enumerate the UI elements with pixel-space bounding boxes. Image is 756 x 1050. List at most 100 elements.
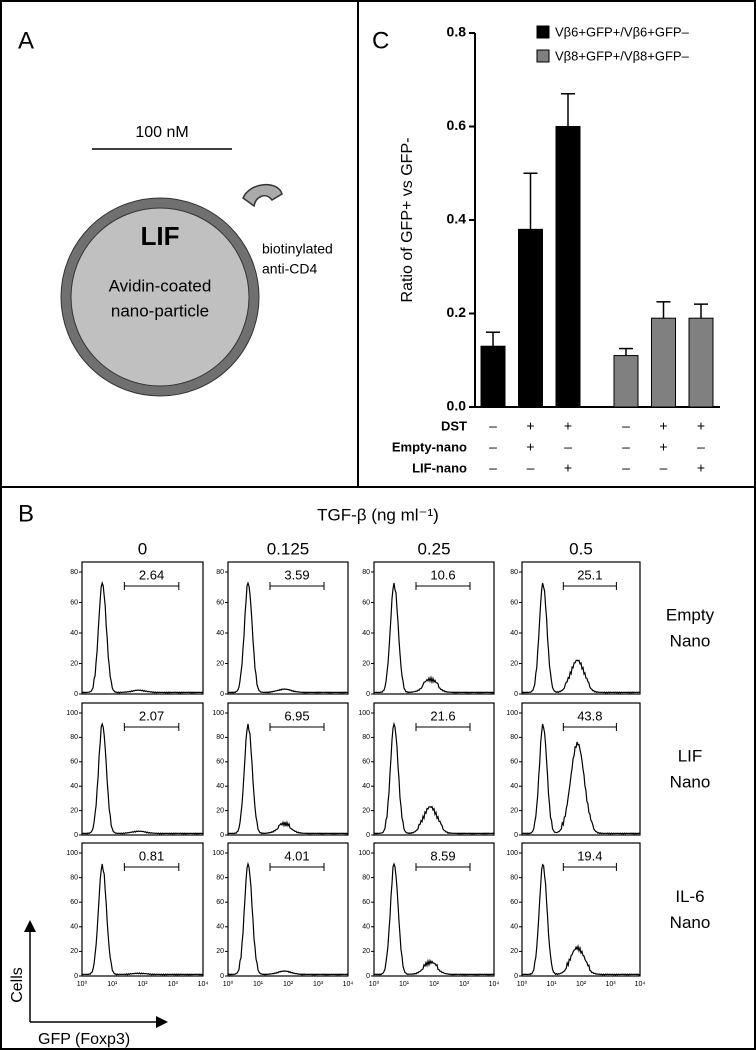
- x-tick-label: 10⁰: [223, 980, 234, 988]
- histogram-frame: [227, 842, 349, 977]
- x-tick-label: 10¹: [107, 981, 118, 988]
- condition-sign: –: [564, 439, 572, 455]
- y-tick-label: 20: [362, 948, 370, 955]
- y-tick-label: 20: [216, 948, 224, 955]
- y-tick-label: 60: [70, 899, 78, 906]
- y-tick-label: 80: [70, 569, 78, 576]
- particle-core: [70, 207, 250, 387]
- y-tick-label: 100: [212, 850, 224, 857]
- histogram-curve: [227, 723, 349, 835]
- y-tick-label: 0: [74, 973, 78, 980]
- row-label: Nano: [670, 772, 711, 791]
- condition-sign: –: [489, 418, 497, 434]
- y-tick-label: 0.2: [447, 304, 467, 320]
- y-tick-label: 80: [362, 874, 370, 881]
- bar: [555, 126, 581, 408]
- y-tick-label: 0: [220, 691, 224, 698]
- gate-value: 4.01: [284, 848, 309, 863]
- legend-label: Vβ8+GFP+/Vβ8+GFP–: [555, 48, 690, 63]
- legend-swatch: [536, 49, 550, 63]
- condition-sign: –: [622, 418, 630, 434]
- gate-value: 10.6: [430, 567, 455, 582]
- row-label: Nano: [670, 913, 711, 932]
- y-tick-label: 0: [366, 973, 370, 980]
- antibody-text: biotinylated: [262, 241, 333, 257]
- condition-name: LIF-nano: [412, 460, 467, 475]
- y-tick-label: 0.0: [447, 398, 467, 414]
- y-axis-label: Cells: [9, 967, 26, 1003]
- row-label: Nano: [670, 631, 711, 650]
- y-tick-label: 40: [362, 630, 370, 637]
- y-tick-label: 100: [66, 710, 78, 717]
- condition-sign: +: [564, 460, 572, 476]
- y-tick-label: 80: [216, 569, 224, 576]
- histogram-curve: [373, 721, 495, 835]
- histogram-frame: [521, 561, 641, 695]
- y-tick-label: 40: [510, 630, 518, 637]
- column-header: 0: [138, 539, 147, 558]
- x-tick-label: 10²: [283, 981, 294, 988]
- y-tick-label: 100: [66, 850, 78, 857]
- histogram-frame: [373, 842, 495, 977]
- y-tick-label: 40: [362, 783, 370, 790]
- histogram-curve: [81, 580, 204, 694]
- x-tick-label: 10³: [168, 981, 179, 988]
- y-axis-label: Ratio of GFP+ vs GFP-: [399, 138, 416, 303]
- x-tick-label: 10⁰: [369, 980, 380, 988]
- row-label: IL-6: [675, 887, 704, 906]
- histogram-curve: [81, 863, 204, 976]
- y-tick-label: 20: [216, 660, 224, 667]
- y-tick-label: 40: [362, 924, 370, 931]
- y-tick-label: 20: [216, 807, 224, 814]
- condition-sign: –: [622, 439, 630, 455]
- condition-sign: +: [526, 439, 534, 455]
- x-tick-label: 10³: [313, 981, 324, 988]
- y-tick-label: 0: [514, 691, 518, 698]
- gate-value: 2.07: [139, 708, 164, 723]
- row-label: LIF: [678, 746, 703, 765]
- condition-sign: –: [489, 439, 497, 455]
- gate-value: 19.4: [577, 848, 602, 863]
- y-tick-label: 60: [510, 599, 518, 606]
- x-tick-label: 10⁴: [343, 981, 354, 988]
- x-tick-label: 10⁰: [517, 980, 528, 988]
- gate-value: 6.95: [284, 708, 309, 723]
- y-tick-label: 40: [70, 924, 78, 931]
- y-tick-label: 80: [70, 734, 78, 741]
- histogram-curve: [373, 582, 495, 694]
- x-tick-label: 10⁰: [77, 980, 88, 988]
- y-tick-label: 60: [362, 759, 370, 766]
- y-tick-label: 60: [362, 599, 370, 606]
- gate-value: 43.8: [577, 708, 602, 723]
- panel-label: B: [18, 500, 34, 527]
- antibody: [242, 184, 283, 208]
- y-tick-label: 80: [510, 734, 518, 741]
- y-tick-label: 40: [510, 924, 518, 931]
- y-tick-label: 100: [506, 710, 518, 717]
- y-tick-label: 80: [510, 569, 518, 576]
- y-tick-label: 100: [212, 710, 224, 717]
- y-tick-label: 80: [216, 874, 224, 881]
- y-tick-label: 20: [70, 660, 78, 667]
- y-tick-label: 100: [506, 850, 518, 857]
- y-tick-label: 100: [358, 850, 370, 857]
- legend-label: Vβ6+GFP+/Vβ6+GFP–: [555, 24, 690, 39]
- bar: [688, 317, 714, 408]
- y-tick-label: 0.8: [447, 24, 467, 40]
- x-tick-label: 10²: [137, 981, 148, 988]
- gate-value: 25.1: [577, 567, 602, 582]
- y-tick-label: 0: [74, 832, 78, 839]
- y-tick-label: 0: [220, 973, 224, 980]
- y-tick-label: 40: [216, 924, 224, 931]
- y-tick-label: 60: [216, 599, 224, 606]
- gate-value: 8.59: [430, 848, 455, 863]
- condition-name: Empty-nano: [392, 439, 467, 454]
- x-tick-label: 10⁴: [489, 981, 500, 988]
- antibody-text: anti-CD4: [262, 261, 317, 277]
- condition-sign: –: [527, 460, 535, 476]
- x-tick-label: 10²: [576, 981, 587, 988]
- x-tick-label: 10⁴: [635, 981, 646, 988]
- gate-value: 0.81: [139, 848, 164, 863]
- panel-title: TGF-β (ng ml⁻¹): [317, 505, 439, 524]
